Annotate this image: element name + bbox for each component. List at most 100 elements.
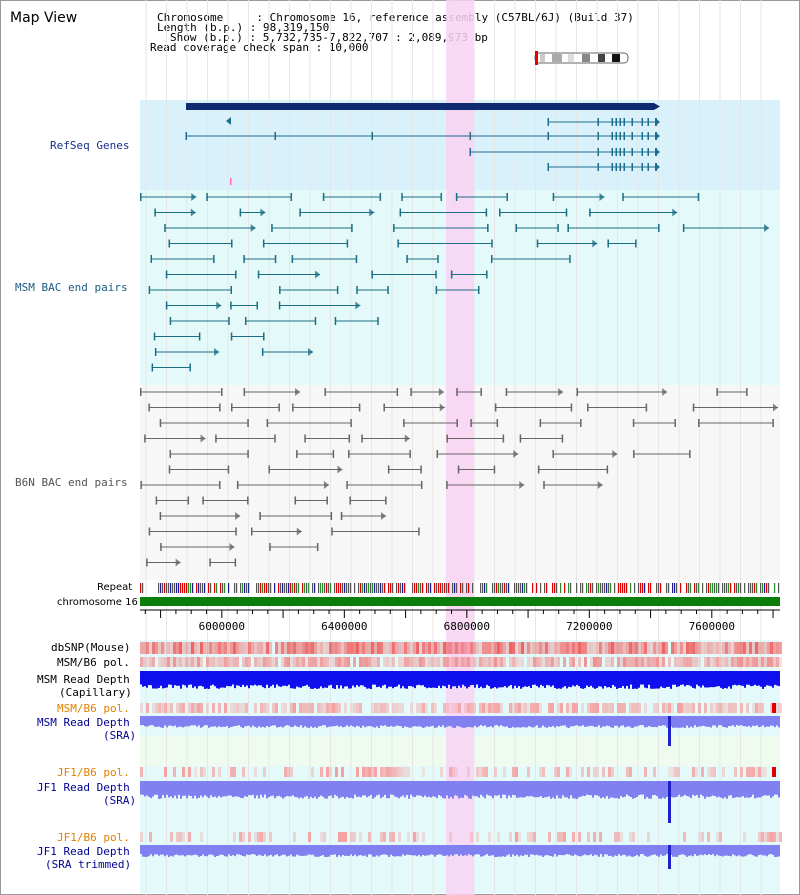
msm-depth-sra-bin [190,716,192,726]
gene-arrow [226,117,231,125]
highlight-region [446,0,474,895]
jf1-depth-sra-bin [606,781,608,796]
jf1-depth-trim-bin [214,845,216,857]
dbsnp-bin [689,642,692,654]
msm-depth-sra-bin [488,716,490,727]
msm-depth-sra-bin [244,716,246,727]
jf1-depth-sra-bin [202,781,204,798]
msm-depth-sra-bin [432,716,434,726]
dbsnp-bin [509,642,512,654]
msm-b6-pol-bin [374,657,377,667]
b6n-bac-pair-end [326,496,328,505]
jf1-depth-trim-bin [578,845,580,857]
repeat-element [604,583,606,593]
msm-b6-pol-bin [485,657,488,667]
msm-bac-pair-end [151,363,154,372]
msm-depth-cap-bin [644,671,646,688]
jf1-depth-trim-bin [406,845,408,855]
jf1-b6-pol-2-bin [383,832,386,842]
msm-b6-pol-2-bin [665,703,668,713]
repeat-element [514,583,516,593]
jf1-depth-sra-bin [754,781,756,799]
msm-bac-pair-end [635,239,637,248]
msm-depth-cap-bin [562,671,564,688]
jf1-b6-pol-bin [326,767,329,777]
dbsnp-bin [512,642,515,654]
msm-b6-pol-bin [359,657,362,667]
jf1-b6-pol-bin [371,767,374,777]
msm-depth-cap-bin [376,671,378,688]
jf1-depth-sra-bin [144,781,146,797]
msm-bac-pair-end [490,255,493,263]
msm-b6-pol-2-bin [305,703,308,713]
repeat-element [296,583,298,593]
msm-depth-cap-bin [766,671,768,686]
msm-depth-cap-bin [204,671,206,689]
jf1-b6-pol-bin [188,767,191,777]
jf1-depth-trim-bin [414,845,416,856]
dbsnp-bin [560,642,563,654]
msm-depth-cap-bin [384,671,386,685]
jf1-depth-sra-bin [750,781,752,797]
msm-b6-pol-bin [353,657,356,667]
b6n-bac-pair-end [746,388,748,396]
msm-depth-cap-bin [470,671,472,686]
msm-depth-cap-bin [600,671,602,687]
repeat-element [234,583,236,593]
msm-b6-pol-2-bin [425,703,428,713]
dbsnp-bin [200,642,203,654]
jf1-b6-pol-2-bin [257,832,260,842]
jf1-depth-trim-bin [758,845,760,856]
msm-b6-pol-bin [326,657,329,667]
jf1-depth-sra-bin [580,781,582,797]
msm-b6-pol-2-bin [593,703,596,713]
msm-bac-pair-end [322,193,325,201]
repeat-element [312,583,314,593]
jf1-depth-sra-bin [656,781,658,797]
msm-depth-cap-bin [422,671,424,686]
jf1-depth-trim-bin [454,845,456,855]
msm-b6-pol-2-bin [299,703,302,713]
msm-b6-pol-2-bin [245,703,248,713]
label-repeat: Repeat [97,582,133,593]
msm-depth-sra-bin [486,716,488,728]
jf1-b6-pol-2-bin [338,832,341,842]
msm-b6-pol-bin [740,657,743,667]
gene-exon [647,132,649,140]
msm-b6-pol-bin [659,657,662,667]
jf1-depth-sra-bin [164,781,166,798]
dbsnp-bin [545,642,548,654]
msm-b6-pol-bin [479,657,482,667]
msm-bac-pair-end [334,317,337,325]
repeat-element [258,583,260,593]
msm-b6-pol-bin [755,657,758,667]
msm-depth-sra-bin [558,716,560,727]
dbsnp-bin [350,642,353,654]
dbsnp-bin [344,642,347,654]
msm-depth-cap-bin [152,671,154,689]
msm-depth-cap-bin [572,671,574,686]
dbsnp-bin [695,642,698,654]
msm-b6-pol-2-bin [482,703,485,713]
msm-bac-pair-end [206,193,208,201]
msm-b6-pol-bin [434,657,437,667]
msm-bac-pair-end [154,348,157,356]
msm-depth-cap-bin [388,671,390,687]
msm-depth-sra-bin [442,716,444,726]
b6n-bac-pair-end [502,434,505,443]
msm-depth-sra-bin [564,716,566,726]
jf1-depth-trim-bin [592,845,594,857]
msm-b6-pol-bin [296,657,299,667]
msm-depth-sra-bin [338,716,340,727]
jf1-depth-sra-bin [290,781,292,797]
msm-depth-cap-bin [282,671,284,686]
repeat-element [286,583,288,593]
msm-depth-sra-bin [696,716,698,728]
msm-b6-pol-2-bin [308,703,311,713]
jf1-depth-sra-bin [642,781,644,795]
msm-depth-sra-bin [168,716,170,726]
label-jf1-depth-sra-sub: (SRA) [103,794,137,807]
jf1-depth-sra-bin [414,781,416,798]
msm-depth-cap-bin [660,671,662,687]
msm-b6-pol-2-bin [587,703,590,713]
